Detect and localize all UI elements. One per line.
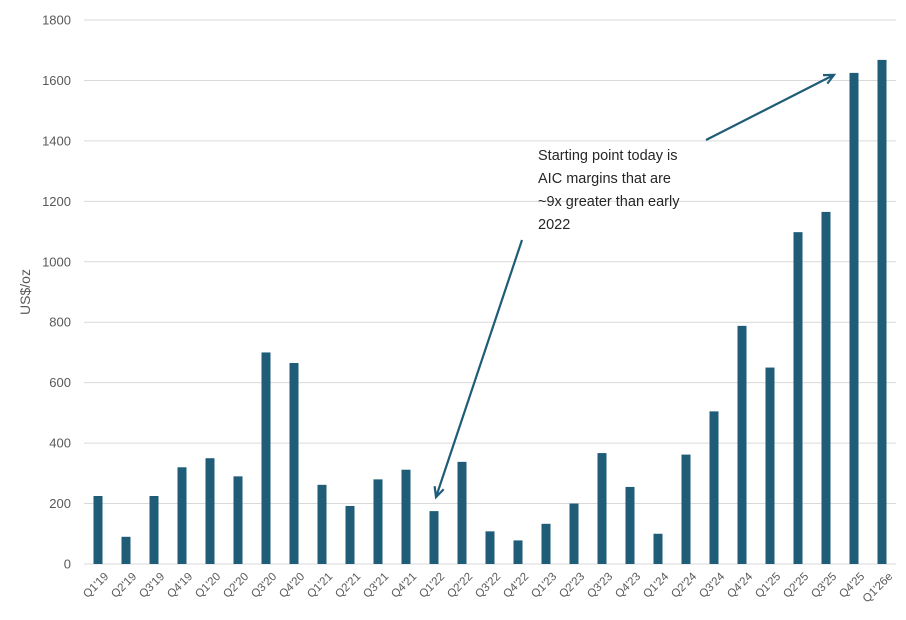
bar-q4-25	[849, 72, 859, 564]
bar-q4-21	[401, 469, 411, 564]
y-tick-label: 800	[49, 315, 71, 330]
bar-q3-20	[261, 352, 271, 564]
bar-q4-24	[737, 325, 747, 564]
y-tick-label: 1800	[42, 13, 71, 28]
y-tick-label: 1400	[42, 133, 71, 148]
x-tick-label: Q3'19	[137, 571, 167, 601]
annotation-text: Starting point today is AIC margins that …	[538, 148, 680, 233]
arrow-to-q1-22-head	[433, 486, 445, 500]
x-tick-label: Q3'25	[809, 571, 839, 601]
bar-q2-22	[457, 461, 467, 564]
annotation: Starting point today is AIC margins that …	[433, 73, 837, 500]
y-tick-label: 1200	[42, 194, 71, 209]
bar-q2-25	[793, 232, 803, 564]
bar-q1-19	[93, 496, 103, 564]
x-tick-label: Q2'23	[557, 571, 587, 601]
bar-q2-24	[681, 454, 691, 564]
x-tick-label: Q1'20	[193, 571, 223, 601]
x-tick-label: Q4'23	[613, 571, 643, 601]
bar-q4-20	[289, 363, 299, 564]
x-tick-label: Q2'20	[221, 571, 251, 601]
bar-q2-23	[569, 503, 579, 564]
arrow-to-q4-25	[705, 73, 835, 141]
bar-q3-21	[373, 479, 383, 564]
y-tick-label: 200	[49, 496, 71, 511]
annotation-line: Starting point today is	[538, 148, 677, 164]
x-tick-label: Q2'24	[669, 570, 699, 600]
bar-q3-24	[709, 411, 719, 564]
x-tick-label: Q2'21	[333, 571, 363, 601]
bars	[93, 59, 887, 564]
x-tick-label: Q1'26e	[861, 571, 895, 605]
x-tick-label: Q2'22	[445, 571, 475, 601]
x-tick-label: Q3'22	[473, 571, 503, 601]
bar-q1-22	[429, 511, 439, 564]
x-tick-label: Q4'22	[501, 571, 531, 601]
bar-q1-23	[541, 523, 551, 564]
bar-q4-19	[177, 467, 187, 564]
bar-q1-24	[653, 533, 663, 564]
x-tick-label: Q3'21	[361, 571, 391, 601]
gridlines	[84, 19, 896, 565]
x-tick-label: Q1'23	[529, 571, 559, 601]
bar-q2-19	[121, 536, 131, 564]
bar-q3-19	[149, 496, 159, 564]
x-tick-label: Q1'24	[641, 570, 671, 600]
bar-q1-20	[205, 458, 215, 564]
bar-q4-23	[625, 486, 635, 564]
x-tick-label: Q2'19	[109, 571, 139, 601]
annotation-line: 2022	[538, 217, 570, 233]
x-tick-label: Q4'20	[277, 571, 307, 601]
bar-q2-21	[345, 505, 355, 564]
bar-q4-22	[513, 540, 523, 564]
x-tick-label: Q1'21	[305, 571, 335, 601]
x-tick-label: Q4'19	[165, 571, 195, 601]
bar-q1-21	[317, 484, 327, 564]
bar-q3-23	[597, 453, 607, 564]
x-tick-label: Q3'20	[249, 571, 279, 601]
y-tick-label: 600	[49, 375, 71, 390]
y-tick-label: 0	[64, 557, 71, 572]
y-axis-ticks: 0 200 400 600 800 1000 1200 1400 1600 1800	[42, 13, 71, 572]
x-tick-label: Q4'21	[389, 571, 419, 601]
y-tick-label: 400	[49, 436, 71, 451]
annotation-line: ~9x greater than early	[538, 194, 680, 210]
annotation-line: AIC margins that are	[538, 171, 671, 187]
x-axis-ticks: Q1'19Q2'19Q3'19Q4'19Q1'20Q2'20Q3'20Q4'20…	[81, 570, 895, 605]
bar-q3-22	[485, 531, 495, 564]
bar-q1-26e	[877, 59, 887, 564]
x-tick-label: Q1'25	[753, 571, 783, 601]
y-tick-label: 1600	[42, 73, 71, 88]
arrow-to-q4-25-head	[822, 73, 837, 85]
x-tick-label: Q1'22	[417, 571, 447, 601]
y-tick-label: 1000	[42, 254, 71, 269]
bar-q3-25	[821, 211, 831, 564]
arrow-to-q1-22	[434, 239, 524, 498]
bar-q1-25	[765, 367, 775, 564]
bar-q2-20	[233, 476, 243, 564]
x-tick-label: Q1'19	[81, 571, 111, 601]
x-tick-label: Q3'23	[585, 571, 615, 601]
x-tick-label: Q4'24	[725, 570, 755, 600]
x-tick-label: Q3'24	[697, 570, 727, 600]
x-tick-label: Q2'25	[781, 571, 811, 601]
y-axis-title: US$/oz	[17, 269, 33, 315]
